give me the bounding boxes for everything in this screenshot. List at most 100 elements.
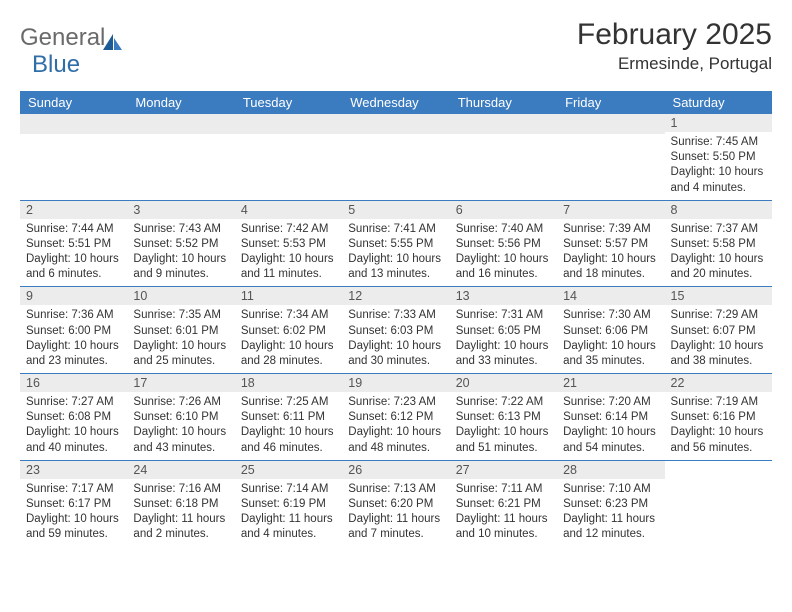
day-cell: 3Sunrise: 7:43 AMSunset: 5:52 PMDaylight… [127,200,234,287]
day-cell: 9Sunrise: 7:36 AMSunset: 6:00 PMDaylight… [20,287,127,374]
day-cell: 16Sunrise: 7:27 AMSunset: 6:08 PMDayligh… [20,374,127,461]
day-cell: 15Sunrise: 7:29 AMSunset: 6:07 PMDayligh… [665,287,772,374]
daylight-text: Daylight: 10 hours and 33 minutes. [456,339,551,369]
day-cell: 25Sunrise: 7:14 AMSunset: 6:19 PMDayligh… [235,460,342,546]
sunrise-text: Sunrise: 7:23 AM [348,395,443,410]
day-body: Sunrise: 7:25 AMSunset: 6:11 PMDaylight:… [235,392,342,460]
day-body: Sunrise: 7:22 AMSunset: 6:13 PMDaylight:… [450,392,557,460]
page-header: General Blue February 2025 Ermesinde, Po… [20,18,772,85]
day-number: 28 [557,461,664,479]
daylight-text: Daylight: 10 hours and 51 minutes. [456,425,551,455]
day-body: Sunrise: 7:45 AMSunset: 5:50 PMDaylight:… [665,132,772,200]
day-number: 6 [450,201,557,219]
day-cell: 14Sunrise: 7:30 AMSunset: 6:06 PMDayligh… [557,287,664,374]
day-number: 24 [127,461,234,479]
day-cell [127,114,234,200]
sunrise-text: Sunrise: 7:42 AM [241,222,336,237]
daylight-text: Daylight: 10 hours and 48 minutes. [348,425,443,455]
sunset-text: Sunset: 6:20 PM [348,497,443,512]
day-number: 15 [665,287,772,305]
col-mon: Monday [127,91,234,114]
day-cell [450,114,557,200]
day-cell: 8Sunrise: 7:37 AMSunset: 5:58 PMDaylight… [665,200,772,287]
sunset-text: Sunset: 6:03 PM [348,324,443,339]
day-body: Sunrise: 7:43 AMSunset: 5:52 PMDaylight:… [127,219,234,287]
day-number: 23 [20,461,127,479]
sunrise-text: Sunrise: 7:13 AM [348,482,443,497]
sunrise-text: Sunrise: 7:41 AM [348,222,443,237]
day-body: Sunrise: 7:41 AMSunset: 5:55 PMDaylight:… [342,219,449,287]
daylight-text: Daylight: 11 hours and 7 minutes. [348,512,443,542]
daylight-text: Daylight: 10 hours and 20 minutes. [671,252,766,282]
sunset-text: Sunset: 6:00 PM [26,324,121,339]
sunset-text: Sunset: 6:02 PM [241,324,336,339]
sunset-text: Sunset: 5:50 PM [671,150,766,165]
day-cell: 23Sunrise: 7:17 AMSunset: 6:17 PMDayligh… [20,460,127,546]
empty-day [235,114,342,134]
sunrise-text: Sunrise: 7:29 AM [671,308,766,323]
day-cell: 26Sunrise: 7:13 AMSunset: 6:20 PMDayligh… [342,460,449,546]
week-row: 2Sunrise: 7:44 AMSunset: 5:51 PMDaylight… [20,200,772,287]
sunrise-text: Sunrise: 7:17 AM [26,482,121,497]
daylight-text: Daylight: 10 hours and 30 minutes. [348,339,443,369]
col-fri: Friday [557,91,664,114]
day-header-row: Sunday Monday Tuesday Wednesday Thursday… [20,91,772,114]
week-row: 16Sunrise: 7:27 AMSunset: 6:08 PMDayligh… [20,374,772,461]
daylight-text: Daylight: 10 hours and 56 minutes. [671,425,766,455]
daylight-text: Daylight: 10 hours and 28 minutes. [241,339,336,369]
sunrise-text: Sunrise: 7:34 AM [241,308,336,323]
day-number: 20 [450,374,557,392]
day-cell: 18Sunrise: 7:25 AMSunset: 6:11 PMDayligh… [235,374,342,461]
brand-logo: General Blue [20,18,123,85]
sunrise-text: Sunrise: 7:37 AM [671,222,766,237]
sunset-text: Sunset: 5:56 PM [456,237,551,252]
day-number: 22 [665,374,772,392]
sunrise-text: Sunrise: 7:20 AM [563,395,658,410]
day-cell: 7Sunrise: 7:39 AMSunset: 5:57 PMDaylight… [557,200,664,287]
day-body: Sunrise: 7:30 AMSunset: 6:06 PMDaylight:… [557,305,664,373]
sunset-text: Sunset: 6:16 PM [671,410,766,425]
day-cell [235,114,342,200]
sunset-text: Sunset: 6:12 PM [348,410,443,425]
daylight-text: Daylight: 10 hours and 23 minutes. [26,339,121,369]
day-number: 2 [20,201,127,219]
day-body: Sunrise: 7:44 AMSunset: 5:51 PMDaylight:… [20,219,127,287]
day-body: Sunrise: 7:39 AMSunset: 5:57 PMDaylight:… [557,219,664,287]
sunrise-text: Sunrise: 7:25 AM [241,395,336,410]
day-cell [20,114,127,200]
daylight-text: Daylight: 11 hours and 10 minutes. [456,512,551,542]
logo-blue: Blue [32,51,80,78]
daylight-text: Daylight: 10 hours and 6 minutes. [26,252,121,282]
day-body: Sunrise: 7:36 AMSunset: 6:00 PMDaylight:… [20,305,127,373]
day-cell [665,460,772,546]
day-cell: 11 Sunrise: 7:34 AMSunset: 6:02 PMDayligh… [235,287,342,374]
sunrise-text: Sunrise: 7:40 AM [456,222,551,237]
sunrise-text: Sunrise: 7:43 AM [133,222,228,237]
day-number: 9 [20,287,127,305]
sunset-text: Sunset: 6:14 PM [563,410,658,425]
sunset-text: Sunset: 6:08 PM [26,410,121,425]
day-number: 16 [20,374,127,392]
col-sat: Saturday [665,91,772,114]
month-title: February 2025 [577,18,772,52]
day-body: Sunrise: 7:42 AMSunset: 5:53 PMDaylight:… [235,219,342,287]
day-body: Sunrise: 7:10 AMSunset: 6:23 PMDaylight:… [557,479,664,547]
daylight-text: Daylight: 10 hours and 16 minutes. [456,252,551,282]
daylight-text: Daylight: 10 hours and 11 minutes. [241,252,336,282]
calendar-page: General Blue February 2025 Ermesinde, Po… [0,0,792,612]
sunset-text: Sunset: 6:07 PM [671,324,766,339]
day-cell: 28Sunrise: 7:10 AMSunset: 6:23 PMDayligh… [557,460,664,546]
day-number: 17 [127,374,234,392]
day-body: Sunrise: 7:19 AMSunset: 6:16 PMDaylight:… [665,392,772,460]
day-cell: 2Sunrise: 7:44 AMSunset: 5:51 PMDaylight… [20,200,127,287]
calendar-table: Sunday Monday Tuesday Wednesday Thursday… [20,91,772,546]
day-cell [342,114,449,200]
daylight-text: Daylight: 10 hours and 25 minutes. [133,339,228,369]
sunrise-text: Sunrise: 7:16 AM [133,482,228,497]
day-body: Sunrise: 7:14 AMSunset: 6:19 PMDaylight:… [235,479,342,547]
sunset-text: Sunset: 6:05 PM [456,324,551,339]
day-number: 11 [235,287,342,305]
day-body: Sunrise: 7:26 AMSunset: 6:10 PMDaylight:… [127,392,234,460]
daylight-text: Daylight: 10 hours and 9 minutes. [133,252,228,282]
daylight-text: Daylight: 10 hours and 59 minutes. [26,512,121,542]
